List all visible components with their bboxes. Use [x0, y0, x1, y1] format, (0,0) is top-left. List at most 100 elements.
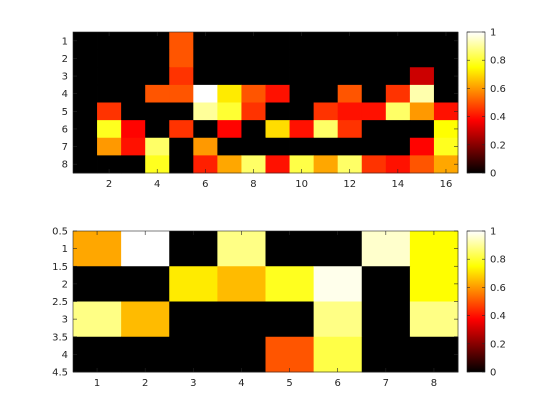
- heatmap-cell: [217, 155, 242, 174]
- heatmap-cell: [265, 120, 290, 139]
- colorbar-tick-label: 1: [490, 227, 496, 238]
- heatmap-cell: [409, 266, 459, 302]
- heatmap-cell: [337, 49, 363, 68]
- y-tick-label: 0.5: [52, 227, 68, 238]
- heatmap-cell: [385, 137, 411, 156]
- heatmap-cell: [265, 301, 315, 338]
- heatmap-cell: [217, 120, 242, 139]
- heatmap-cell: [409, 137, 435, 156]
- heatmap-cell: [97, 49, 122, 68]
- y-tick-label: 3: [62, 315, 68, 326]
- x-tick-label: 3: [190, 378, 196, 389]
- heatmap-cell: [145, 120, 170, 139]
- heatmap-cell: [217, 67, 242, 86]
- heatmap-cell: [193, 49, 218, 68]
- y-tick-label: 4.5: [52, 368, 68, 379]
- heatmap-cell: [169, 102, 194, 121]
- x-tick-label: 8: [250, 179, 256, 190]
- heatmap-cell: [73, 137, 98, 156]
- heatmap-cell: [169, 49, 194, 68]
- heatmap-cell: [145, 67, 170, 86]
- heatmap-cell: [433, 155, 459, 174]
- heatmap-cell: [193, 137, 218, 156]
- heatmap-cell: [433, 67, 459, 86]
- colorbar-tick-label: 0.2: [490, 339, 506, 350]
- heatmap-cell: [409, 301, 459, 338]
- y-tick-label: 6: [62, 124, 68, 135]
- x-tick-label: 4: [238, 378, 244, 389]
- heatmap-cell: [241, 67, 266, 86]
- heatmap-cell: [73, 231, 122, 267]
- heatmap-cell: [265, 49, 290, 68]
- heatmap-cell: [337, 137, 363, 156]
- heatmap-cell: [241, 137, 266, 156]
- heatmap-cell: [97, 120, 122, 139]
- heatmap-cell: [121, 231, 170, 267]
- heatmap-cell: [361, 301, 411, 338]
- heatmap-cell: [145, 84, 170, 103]
- heatmap-cell: [385, 102, 411, 121]
- heatmap-cell: [385, 120, 411, 139]
- heatmap-cell: [169, 231, 218, 267]
- heatmap-bottom: 1 2 3 4 5 6 7 8 0.5 1 1.5 2 2.5 3 3.5 4 4.5 0 0.2 0.4 0.6 0.8…: [52, 227, 506, 390]
- heatmap-cell: [145, 32, 170, 51]
- heatmap-cell: [145, 155, 170, 174]
- colorbar-tick-label: 0.8: [490, 56, 506, 67]
- x-tick-label: 1: [94, 378, 100, 389]
- heatmap-cell: [97, 155, 122, 174]
- heatmap-cell: [313, 102, 339, 121]
- heatmap-cell: [217, 32, 242, 51]
- heatmap-cell: [313, 155, 339, 174]
- heatmap-cell: [409, 32, 435, 51]
- y-tick-label: 7: [62, 142, 68, 153]
- heatmap-cell: [241, 155, 266, 174]
- heatmap-cell: [97, 67, 122, 86]
- heatmap-cell: [145, 49, 170, 68]
- heatmap-cell: [337, 155, 363, 174]
- heatmap-cell: [361, 266, 411, 302]
- heatmap-cell: [145, 137, 170, 156]
- heatmap-cell: [409, 120, 435, 139]
- colorbar-tick-label: 0.2: [490, 140, 506, 151]
- heatmap-cell: [313, 266, 363, 302]
- heatmap-cell: [289, 137, 315, 156]
- heatmap-cell: [385, 49, 411, 68]
- heatmap-cell: [361, 32, 387, 51]
- heatmap-cell: [361, 336, 411, 373]
- heatmap-cell: [313, 32, 339, 51]
- y-tick-label: 4: [62, 89, 68, 100]
- x-tick-label: 14: [391, 179, 404, 190]
- heatmap-cell: [409, 155, 435, 174]
- heatmap-cell: [313, 137, 339, 156]
- y-tick-label: 5: [62, 107, 68, 118]
- heatmap-cell: [217, 266, 266, 302]
- heatmap-cell: [409, 231, 459, 267]
- heatmap-cell: [265, 32, 290, 51]
- heatmap-cell: [193, 155, 218, 174]
- heatmap-cell: [409, 67, 435, 86]
- heatmap-cell: [73, 67, 98, 86]
- y-tick-label: 3.5: [52, 332, 68, 343]
- y-tick-label: 1: [62, 244, 68, 255]
- x-tick-label: 12: [343, 179, 356, 190]
- y-tick-label: 2: [62, 279, 68, 290]
- heatmap-cell: [265, 336, 315, 373]
- heatmap-cell: [289, 120, 315, 139]
- heatmap-cell: [289, 32, 315, 51]
- heatmap-cell: [265, 155, 290, 174]
- heatmap-cell: [121, 67, 146, 86]
- heatmap-cell: [169, 301, 218, 338]
- y-tick-label: 1: [62, 36, 68, 47]
- heatmap-cell: [433, 137, 459, 156]
- x-tick-label: 5: [286, 378, 292, 389]
- heatmap-cell: [73, 49, 98, 68]
- heatmap-cell: [121, 266, 170, 302]
- colorbar: [466, 31, 486, 174]
- heatmap-cell: [313, 301, 363, 338]
- heatmap-cell: [265, 231, 315, 267]
- heatmap-cell: [121, 84, 146, 103]
- heatmap-cell: [361, 231, 411, 267]
- heatmap-cell: [121, 49, 146, 68]
